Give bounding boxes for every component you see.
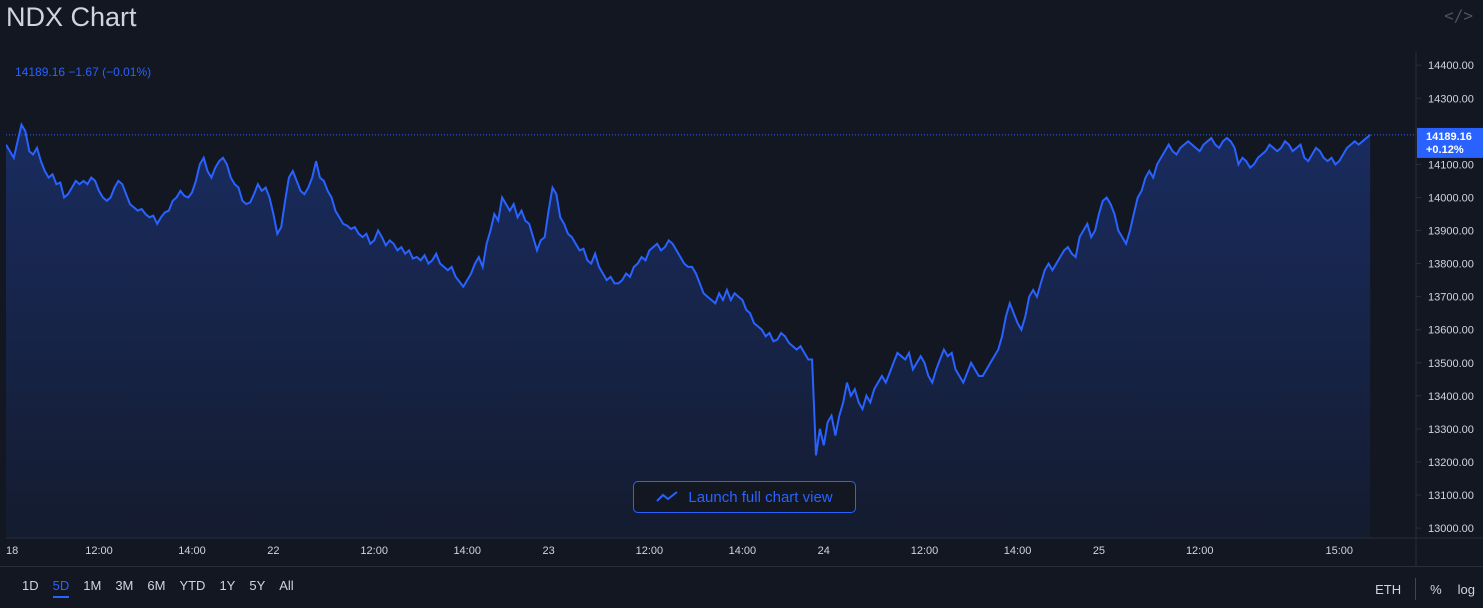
x-tick-label: 12:00 — [911, 545, 939, 557]
price-line — [6, 122, 1371, 456]
range-button-ytd[interactable]: YTD — [179, 578, 206, 593]
launch-full-chart-button[interactable]: Launch full chart view — [633, 481, 856, 513]
range-button-3m[interactable]: 3M — [115, 578, 134, 593]
x-tick-label: 23 — [542, 545, 554, 557]
page-title: NDX Chart — [6, 2, 137, 32]
y-tick-label: 13700.00 — [1428, 292, 1474, 304]
y-tick-label: 14400.00 — [1428, 60, 1474, 72]
range-button-all[interactable]: All — [279, 578, 294, 593]
x-tick-label: 25 — [1093, 545, 1105, 557]
x-tick-label: 15:00 — [1325, 545, 1353, 557]
x-tick-label: 12:00 — [1186, 545, 1214, 557]
range-selector: 1D 5D 1M 3M 6M YTD 1Y 5Y All — [22, 578, 308, 598]
y-tick-label: 13000.00 — [1428, 523, 1474, 535]
divider — [1415, 578, 1417, 600]
log-scale-toggle[interactable]: log — [1457, 581, 1475, 597]
x-tick-label: 12:00 — [85, 545, 113, 557]
y-tick-label: 13200.00 — [1428, 457, 1474, 469]
price-chart[interactable]: 13000.00 13100.00 13200.00 13300.00 13400.00… — [6, 52, 1483, 567]
range-button-5d[interactable]: 5D — [52, 578, 70, 598]
x-tick-label: 12:00 — [360, 545, 388, 557]
area-fill — [6, 124, 1371, 538]
x-tick-label: 14:00 — [453, 545, 481, 557]
x-tick-label: 14:00 — [1004, 545, 1032, 557]
price-legend: 14189.16 −1.67 (−0.01%) — [15, 65, 152, 79]
x-tick-label: 24 — [818, 545, 830, 557]
scale-options: ETH % log — [1375, 578, 1475, 600]
last-price-badge — [1417, 127, 1483, 158]
range-button-1d[interactable]: 1D — [22, 578, 39, 593]
y-tick-label: 13800.00 — [1428, 259, 1474, 271]
range-button-6m[interactable]: 6M — [147, 578, 166, 593]
last-change-label: +0.12% — [1426, 144, 1464, 156]
launch-label: Launch full chart view — [688, 488, 833, 506]
percent-scale-toggle[interactable]: % — [1430, 581, 1442, 597]
x-tick-label: 14:00 — [729, 545, 757, 557]
y-tick-label: 14300.00 — [1428, 93, 1474, 105]
x-tick-label: 18 — [6, 545, 18, 557]
y-tick-label: 13400.00 — [1428, 391, 1474, 403]
x-tick-label: 14:00 — [178, 545, 206, 557]
trend-line-icon — [656, 491, 678, 502]
y-tick-label: 14100.00 — [1428, 159, 1474, 171]
y-tick-label: 13300.00 — [1428, 424, 1474, 436]
y-tick-label: 13100.00 — [1428, 490, 1474, 502]
range-button-1m[interactable]: 1M — [83, 578, 102, 593]
y-tick-label: 14000.00 — [1428, 192, 1474, 204]
y-tick-label: 13600.00 — [1428, 325, 1474, 337]
bottom-toolbar: 1D 5D 1M 3M 6M YTD 1Y 5Y All ETH % log — [0, 566, 1483, 608]
range-button-5y[interactable]: 5Y — [249, 578, 266, 593]
y-tick-label: 13500.00 — [1428, 358, 1474, 370]
x-tick-label: 22 — [267, 545, 279, 557]
eth-toggle[interactable]: ETH — [1375, 581, 1402, 597]
last-price-label: 14189.16 — [1426, 131, 1472, 143]
code-embed-icon[interactable]: </> — [1444, 6, 1473, 25]
chart-area[interactable]: 13000.00 13100.00 13200.00 13300.00 13400.00… — [6, 52, 1483, 567]
range-button-1y[interactable]: 1Y — [219, 578, 236, 593]
x-tick-label: 12:00 — [636, 545, 664, 557]
y-tick-label: 13900.00 — [1428, 226, 1474, 238]
